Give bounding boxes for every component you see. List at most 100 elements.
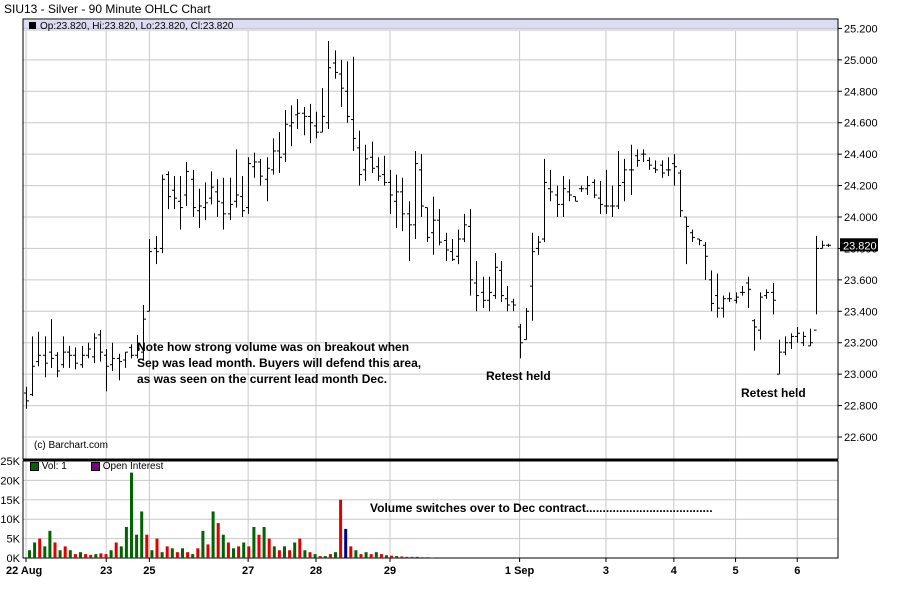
- vol-swatch-icon: [30, 461, 39, 471]
- volume-bar: [313, 554, 317, 558]
- ohlc-bar: [567, 179, 572, 202]
- volume-bar: [298, 538, 302, 558]
- volume-bar: [99, 553, 103, 558]
- ohlc-bar: [746, 276, 751, 309]
- volume-bar: [150, 550, 154, 558]
- ohlc-bar: [43, 336, 48, 378]
- ohlc-bar: [437, 209, 442, 246]
- x-tick-label: 29: [384, 565, 396, 577]
- ohlc-bar: [703, 242, 708, 280]
- ohlc-bar: [221, 177, 226, 230]
- ohlc-bar: [758, 292, 763, 340]
- ohlc-bar: [518, 323, 523, 359]
- volume-bar: [155, 538, 159, 558]
- volume-tick-label: 0K: [7, 553, 21, 565]
- volume-bar: [145, 534, 149, 558]
- volume-bar: [349, 546, 353, 558]
- ohlc-bar: [160, 174, 165, 254]
- volume-bar: [293, 542, 297, 558]
- ohlc-bar: [666, 157, 671, 177]
- y-tick-label: 25.200: [844, 23, 878, 35]
- volume-bars: [28, 472, 434, 559]
- ohlc-bar: [283, 110, 288, 162]
- ohlc-bar: [548, 169, 553, 202]
- x-tick-label: 25: [143, 565, 155, 577]
- ohlc-bar: [86, 342, 91, 359]
- price-y-axis: 25.200 25.000 24.800 24.600 24.400 24.200 24.0…: [838, 23, 878, 444]
- volume-bar: [237, 546, 241, 558]
- annotation-note-line: Sep was lead month. Buyers will defend t…: [137, 356, 422, 370]
- volume-bar: [104, 554, 108, 558]
- ohlc-bar: [505, 286, 510, 312]
- ohlc-bar: [789, 333, 794, 349]
- volume-bar: [63, 546, 67, 558]
- volume-bar: [267, 538, 271, 558]
- ohlc-bar: [351, 56, 356, 151]
- grid-lines: [23, 27, 838, 559]
- ohlc-bar: [721, 295, 726, 318]
- volume-tick-label: 10K: [0, 514, 20, 526]
- ohlc-bar: [715, 273, 720, 318]
- ohlc-bar: [555, 185, 560, 217]
- ohlc-bar: [80, 345, 85, 368]
- ohlc-bar: [653, 160, 658, 173]
- ohlc-bar: [499, 261, 504, 302]
- volume-bar: [170, 548, 174, 558]
- y-tick-label: 22.800: [844, 401, 878, 413]
- volume-bar: [181, 548, 184, 558]
- last-price-label: 23.820: [843, 240, 877, 252]
- legend-band: [23, 20, 838, 31]
- x-tick-label: 6: [794, 565, 800, 577]
- ohlc-bar: [592, 179, 597, 199]
- chart-title: SIU13 - Silver - 90 Minute OHLC Chart: [4, 2, 211, 16]
- annotation-retest-2: Retest held: [741, 386, 806, 400]
- volume-bar: [58, 550, 62, 558]
- volume-bar: [344, 528, 348, 558]
- ohlc-bar: [771, 283, 776, 315]
- ohlc-bar: [388, 169, 393, 214]
- y-tick-label: 24.600: [844, 118, 878, 130]
- volume-bar: [288, 550, 292, 558]
- ohlc-legend: Op:23.820, Hi:23.820, Lo:23.820, Cl:23.8…: [40, 21, 234, 32]
- volume-bar: [405, 556, 409, 558]
- volume-bar: [334, 552, 337, 558]
- x-tick-label: 28: [310, 565, 322, 577]
- ohlc-bar: [462, 213, 467, 243]
- volume-tick-label: 25K: [0, 456, 20, 468]
- y-tick-label: 23.600: [844, 275, 878, 287]
- ohlc-bar: [345, 61, 350, 123]
- volume-bar: [68, 550, 72, 558]
- volume-bar: [303, 550, 307, 558]
- ohlc-bar: [660, 160, 665, 178]
- ohlc-bar: [740, 286, 745, 296]
- volume-bar: [211, 511, 215, 558]
- x-axis: 22 Aug 23 25 27 28 29 1 Sep 3 4 5 6: [6, 558, 800, 577]
- x-tick-label: 23: [100, 565, 112, 577]
- volume-tick-label: 15K: [0, 495, 20, 507]
- volume-bar: [201, 530, 205, 558]
- ohlc-bar: [302, 107, 307, 136]
- volume-bar: [277, 550, 281, 558]
- volume-bar: [135, 534, 139, 558]
- ohlc-bar: [598, 180, 603, 214]
- y-tick-label: 25.000: [844, 55, 878, 67]
- ohlc-bar: [166, 171, 171, 210]
- price-panel-frame: [22, 18, 839, 460]
- ohlc-bar: [240, 176, 245, 217]
- volume-bar: [43, 546, 47, 558]
- volume-bar: [420, 557, 424, 558]
- ohlc-bar: [425, 207, 430, 243]
- ohlc-bar: [246, 157, 251, 214]
- ohlc-bar: [764, 289, 769, 299]
- x-tick-label: 27: [242, 565, 254, 577]
- ohlc-bar: [684, 216, 689, 265]
- ohlc-bar: [252, 152, 257, 178]
- volume-bar: [430, 557, 434, 559]
- ohlc-bar: [561, 176, 566, 217]
- ohlc-bar: [197, 188, 202, 228]
- y-tick-label: 23.400: [844, 306, 878, 318]
- volume-bar: [328, 554, 332, 558]
- volume-bar: [232, 548, 235, 558]
